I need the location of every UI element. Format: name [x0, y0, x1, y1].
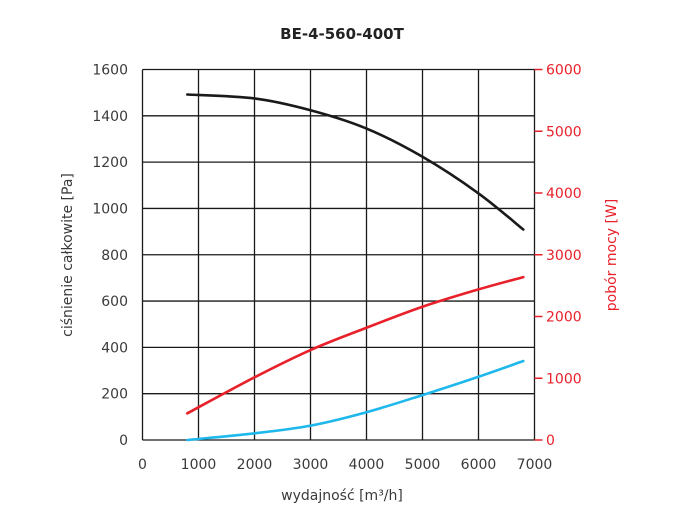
x-tick-label: 0	[138, 457, 147, 473]
y-tick-label: 400	[101, 340, 128, 356]
grid	[141, 68, 543, 441]
tick-labels: 0 1000 2000 3000 4000 5000 6000 7000 0 200 400 600 8…	[92, 63, 581, 474]
x-tick-label: 3000	[293, 457, 329, 473]
series-line-0	[186, 93, 525, 231]
y2-axis-label: pobór mocy [W]	[604, 199, 620, 312]
x-tick-label: 7000	[517, 457, 553, 473]
series-line-2	[186, 359, 525, 442]
x-tick-label: 4000	[349, 457, 385, 473]
y2-tick-label: 5000	[546, 124, 582, 140]
y-tick-label: 1600	[92, 63, 128, 79]
chart-title: BE-4-560-400T	[280, 25, 404, 43]
y-tick-label: 600	[101, 294, 128, 310]
y-axis-label: ciśnienie całkowite [Pa]	[60, 173, 76, 337]
y-tick-label: 1200	[92, 155, 128, 171]
y2-tick-label: 2000	[546, 310, 582, 326]
y2-tick-label: 4000	[546, 186, 582, 202]
x-tick-label: 1000	[181, 457, 217, 473]
y-tick-label: 200	[101, 387, 128, 403]
y-tick-label: 800	[101, 248, 128, 264]
x-tick-label: 5000	[405, 457, 441, 473]
y-tick-label: 1400	[92, 109, 128, 125]
x-tick-label: 2000	[237, 457, 273, 473]
series-line-1	[186, 275, 525, 415]
y2-tick-label: 0	[546, 433, 555, 449]
y2-tick-label: 6000	[546, 63, 582, 79]
y2-tick-label: 3000	[546, 248, 582, 264]
y2-tick-label: 1000	[546, 371, 582, 387]
y-tick-label: 1000	[92, 201, 128, 217]
x-axis-label: wydajność [m³/h]	[281, 488, 403, 504]
y-tick-label: 0	[119, 433, 128, 449]
series-lines	[186, 93, 525, 442]
x-tick-label: 6000	[461, 457, 497, 473]
